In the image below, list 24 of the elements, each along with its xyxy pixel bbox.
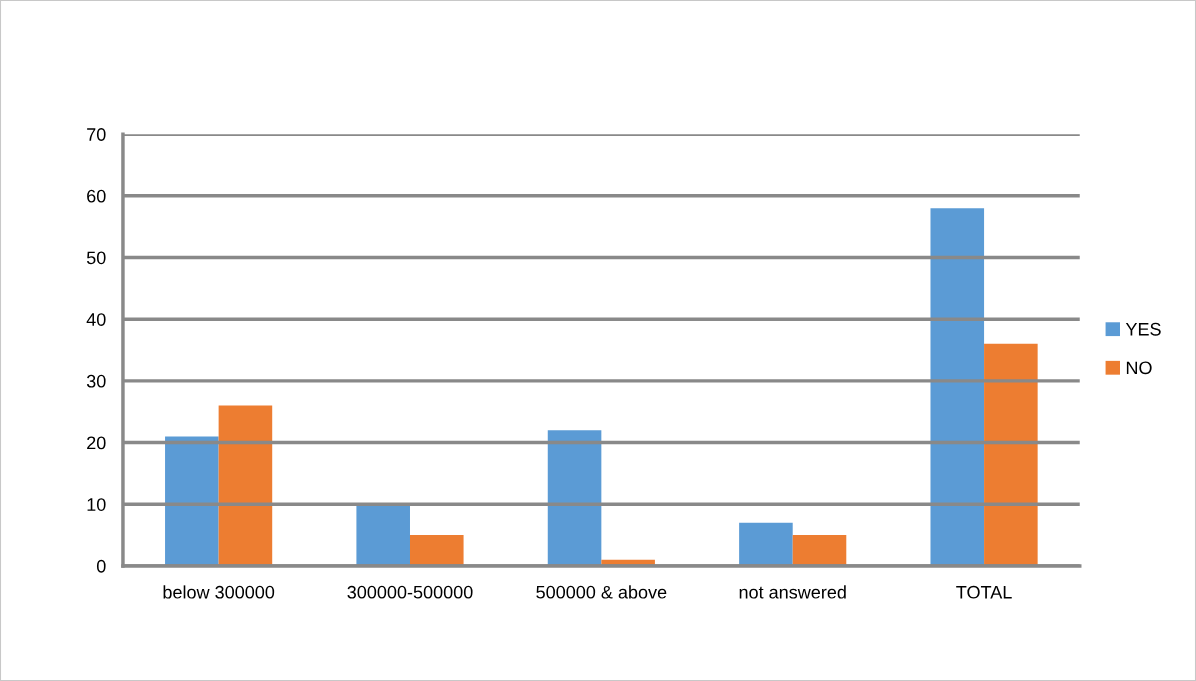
x-tick-label: 300000-500000 bbox=[347, 585, 473, 599]
y-tick-label: 50 bbox=[86, 251, 106, 265]
bar bbox=[792, 535, 847, 566]
x-tick-label: below 300000 bbox=[163, 585, 275, 599]
y-tick-label: 20 bbox=[87, 436, 106, 450]
bar bbox=[984, 343, 1038, 566]
y-tick-label: 10 bbox=[87, 498, 106, 511]
x-tick-label: 500000 & above bbox=[536, 585, 667, 599]
y-tick-label: 30 bbox=[86, 374, 106, 388]
y-tick-label: 70 bbox=[87, 128, 106, 141]
bar bbox=[218, 405, 273, 566]
bar bbox=[930, 208, 985, 566]
x-tick-label: not answered bbox=[739, 585, 846, 599]
legend-label: YES bbox=[1125, 322, 1161, 336]
bar bbox=[409, 535, 464, 566]
y-tick-label: 60 bbox=[87, 189, 106, 203]
y-tick-label: 0 bbox=[96, 559, 106, 573]
bar bbox=[356, 504, 410, 566]
bar bbox=[547, 430, 602, 566]
y-tick-label: 40 bbox=[86, 313, 106, 326]
bar bbox=[739, 522, 793, 566]
legend-label: NO bbox=[1126, 361, 1152, 375]
x-tick-label: TOTAL bbox=[956, 585, 1012, 599]
bar bbox=[165, 436, 219, 566]
